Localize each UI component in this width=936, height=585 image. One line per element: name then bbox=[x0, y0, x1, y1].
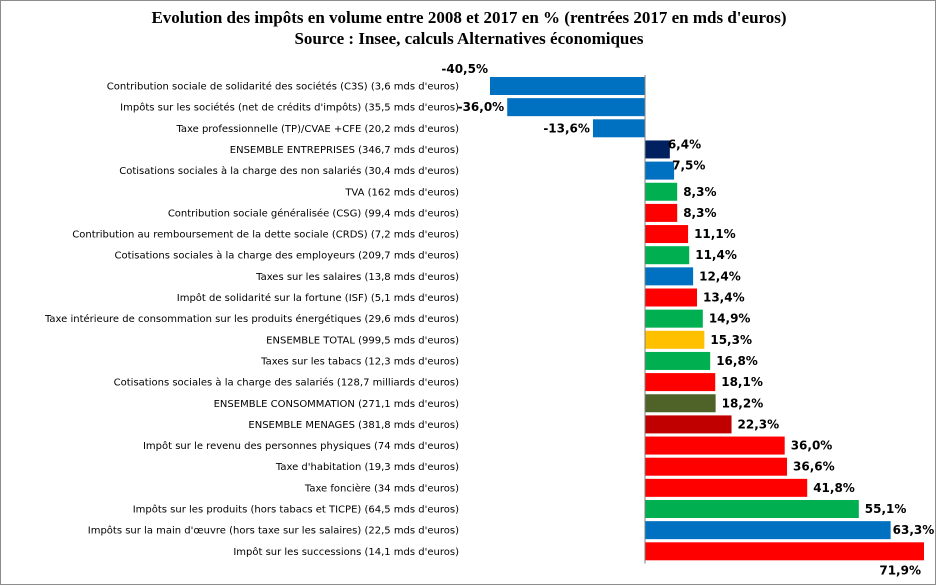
data-label: 8,3% bbox=[683, 206, 716, 220]
bar bbox=[645, 161, 675, 180]
data-label: 16,8% bbox=[716, 354, 758, 368]
data-label: -36,0% bbox=[458, 100, 505, 114]
data-label: 11,1% bbox=[694, 227, 736, 241]
data-label: 63,3% bbox=[893, 523, 935, 537]
data-label: 55,1% bbox=[865, 502, 907, 516]
data-label: 36,0% bbox=[791, 439, 833, 453]
category-label: ENSEMBLE MENAGES (381,8 mds d'euros) bbox=[248, 420, 459, 431]
category-label: Contribution sociale de solidarité des s… bbox=[107, 81, 459, 93]
category-label: Impôts sur les produits (hors tabacs et … bbox=[133, 504, 459, 516]
category-label: Cotisations sociales à la charge des non… bbox=[119, 165, 459, 177]
data-label: 7,5% bbox=[672, 159, 705, 173]
data-label: 8,3% bbox=[683, 185, 716, 199]
category-label: Contribution au remboursement de la dett… bbox=[72, 230, 459, 241]
category-label: Impôt de solidarité sur la fortune (ISF)… bbox=[177, 292, 459, 304]
bar bbox=[645, 542, 924, 561]
bar bbox=[645, 182, 678, 201]
bar bbox=[645, 415, 732, 434]
bar bbox=[507, 98, 645, 117]
bar bbox=[645, 351, 711, 370]
data-label: 22,3% bbox=[738, 417, 780, 431]
bar bbox=[645, 394, 716, 413]
category-label: TVA (162 mds d'euros) bbox=[344, 187, 459, 198]
bar bbox=[645, 309, 703, 328]
bar bbox=[645, 500, 859, 518]
bar bbox=[592, 119, 645, 138]
data-label: 41,8% bbox=[813, 481, 855, 495]
data-label: 15,3% bbox=[710, 333, 752, 347]
chart-title-block: Evolution des impôts en volume entre 200… bbox=[1, 7, 935, 49]
data-label: 6,4% bbox=[668, 137, 701, 151]
category-label: Taxe foncière (34 mds d'euros) bbox=[304, 482, 459, 494]
bar bbox=[645, 457, 788, 476]
bar bbox=[490, 77, 645, 95]
category-label: Taxe d'habitation (19,3 mds d'euros) bbox=[275, 462, 459, 473]
category-label: Taxes sur les tabacs (12,3 mds d'euros) bbox=[260, 356, 459, 367]
category-label: Impôt sur les successions (14,1 mds d'eu… bbox=[233, 546, 459, 558]
bar bbox=[645, 246, 690, 265]
category-label: Impôt sur le revenu des personnes physiq… bbox=[143, 440, 459, 452]
category-label: Impôts sur les sociétés (net de crédits … bbox=[120, 102, 459, 114]
data-label: 18,2% bbox=[722, 396, 764, 410]
chart-subtitle: Source : Insee, calculs Alternatives éco… bbox=[294, 29, 644, 48]
data-label: 36,6% bbox=[793, 460, 835, 474]
category-label: Cotisations sociales à la charge des sal… bbox=[114, 377, 459, 389]
bar bbox=[645, 436, 785, 455]
bar bbox=[645, 373, 716, 392]
category-label: ENSEMBLE CONSOMMATION (271,1 mds d'euros… bbox=[214, 399, 459, 410]
bar bbox=[645, 225, 689, 244]
bar bbox=[645, 267, 694, 286]
category-label: ENSEMBLE ENTREPRISES (346,7 mds d'euros) bbox=[230, 145, 459, 156]
chart-title: Evolution des impôts en volume entre 200… bbox=[151, 8, 787, 27]
bar bbox=[645, 330, 705, 349]
category-label: Impôts sur la main d'œuvre (hors taxe su… bbox=[88, 525, 459, 537]
bar bbox=[645, 478, 808, 497]
data-label: -13,6% bbox=[543, 121, 590, 135]
category-label: Taxe intérieure de consommation sur les … bbox=[44, 313, 459, 325]
category-label: Cotisations sociales à la charge des emp… bbox=[114, 250, 459, 262]
category-label: Taxe professionnelle (TP)/CVAE +CFE (20,… bbox=[175, 124, 459, 135]
data-label: 12,4% bbox=[699, 269, 741, 283]
bar bbox=[645, 140, 670, 159]
category-label: Taxes sur les salaires (13,8 mds d'euros… bbox=[255, 272, 459, 283]
data-label: 18,1% bbox=[721, 375, 763, 389]
data-label: 71,9% bbox=[879, 563, 921, 577]
category-label: ENSEMBLE TOTAL (999,5 mds d'euros) bbox=[266, 335, 459, 346]
category-label: Contribution sociale généralisée (CSG) (… bbox=[168, 207, 459, 219]
data-label: 14,9% bbox=[709, 312, 751, 326]
bar bbox=[645, 288, 697, 307]
bar bbox=[645, 203, 678, 222]
bar bbox=[645, 521, 891, 540]
data-label: 13,4% bbox=[703, 291, 745, 305]
data-label: -40,5% bbox=[441, 62, 488, 76]
data-label: 11,4% bbox=[695, 248, 737, 262]
